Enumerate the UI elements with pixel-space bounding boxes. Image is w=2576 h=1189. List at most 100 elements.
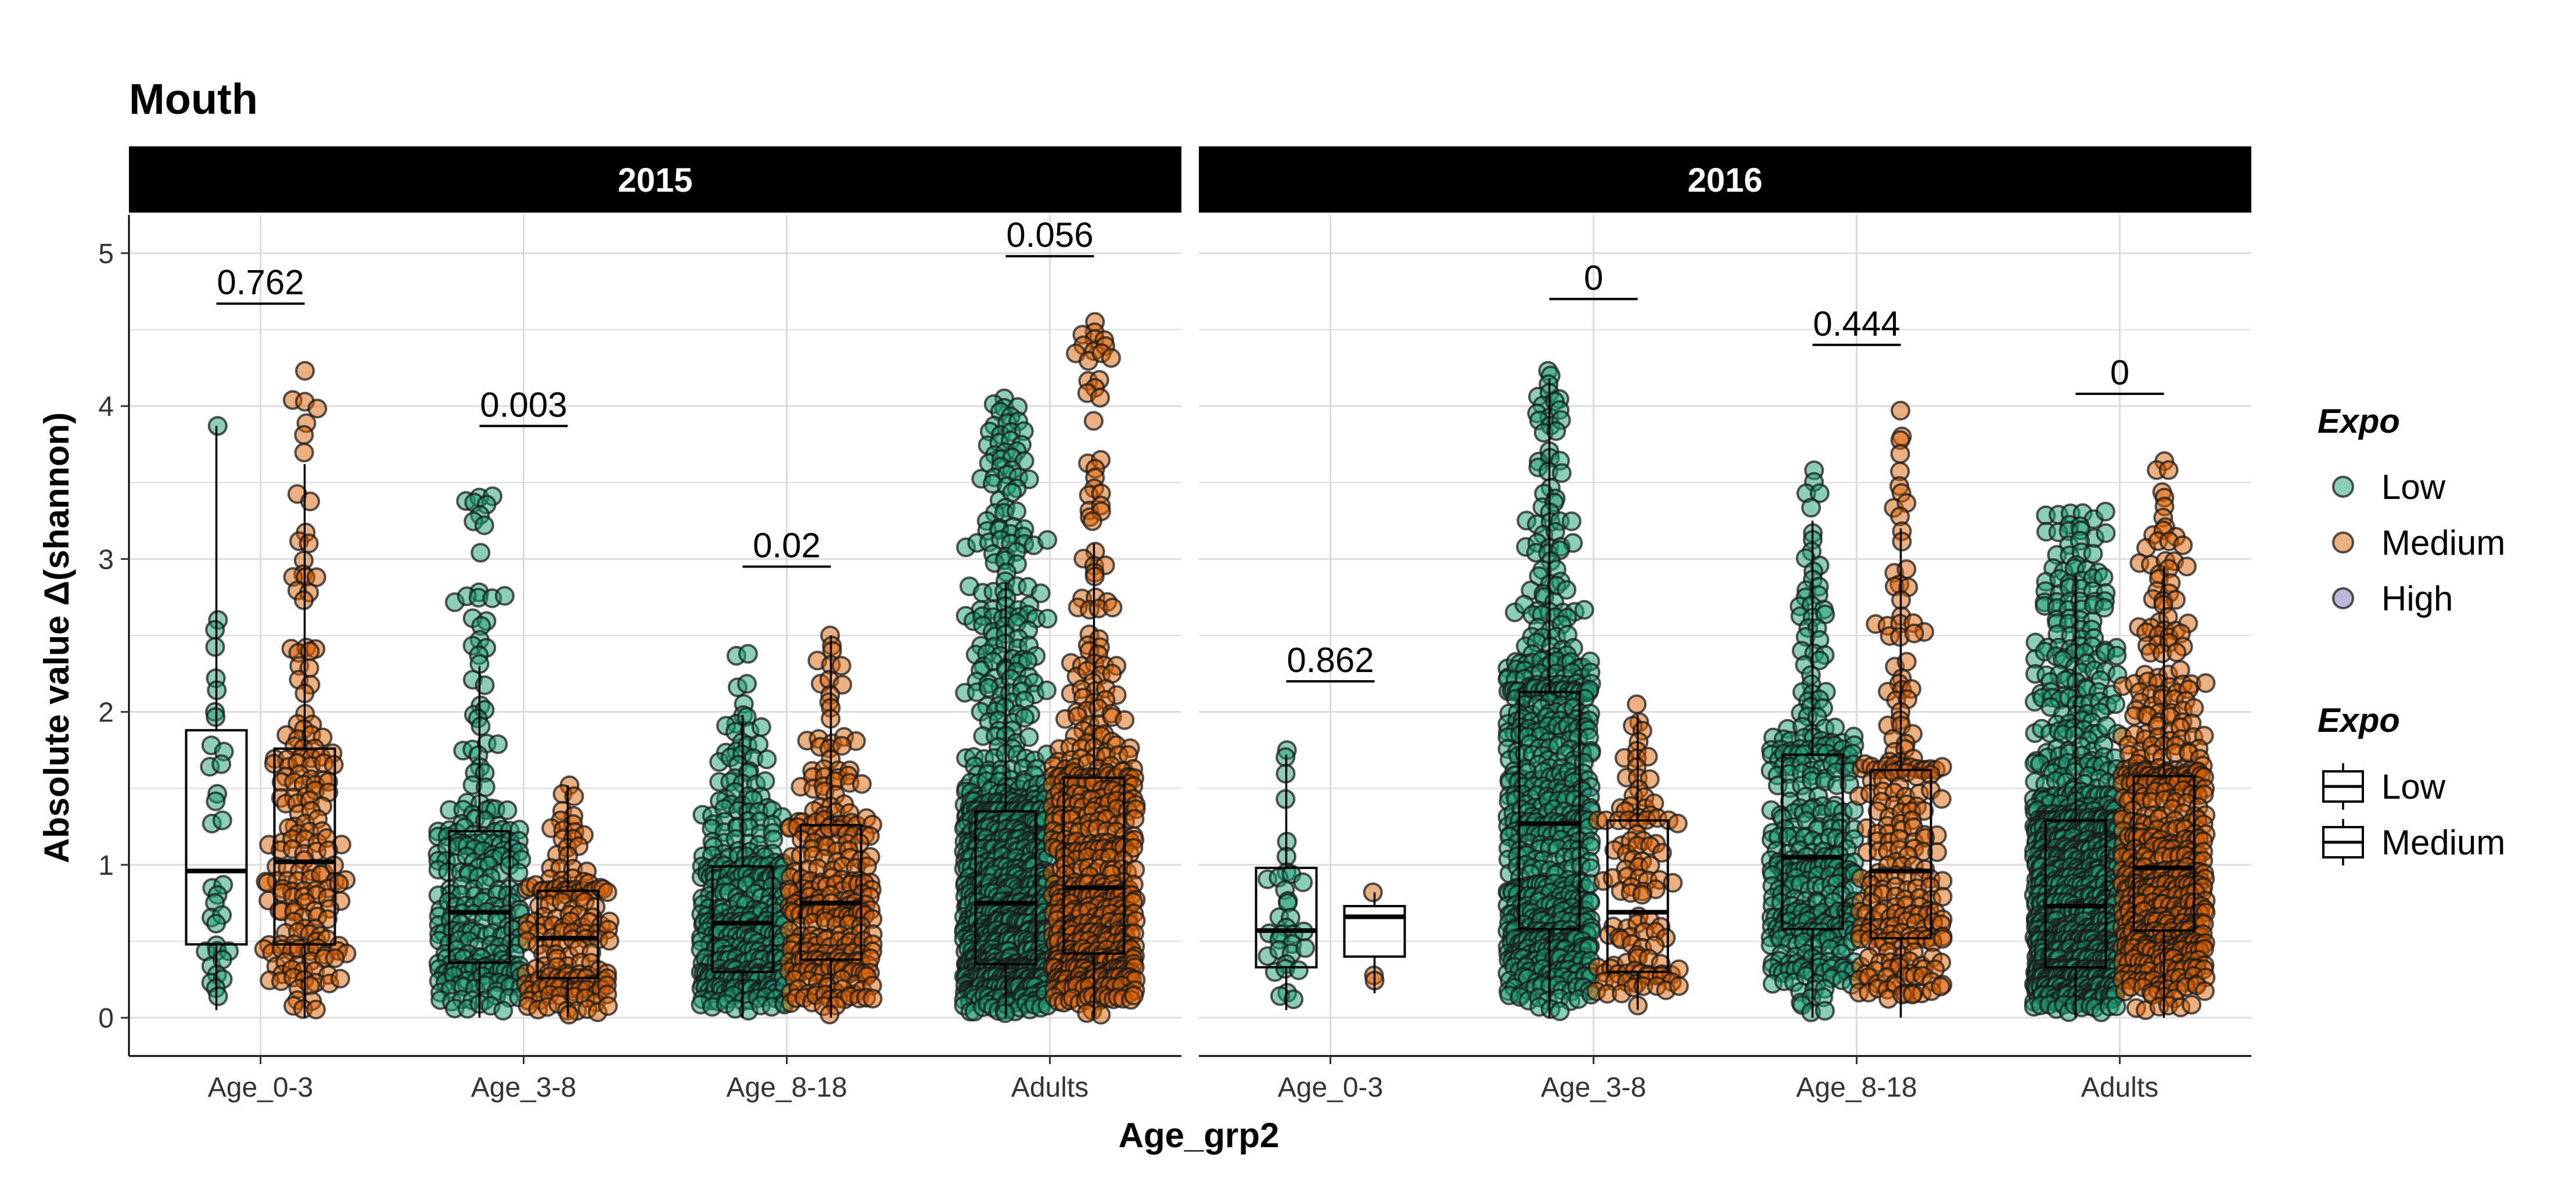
data-point	[497, 800, 518, 820]
data-point	[488, 734, 508, 755]
y-tick-label: 2	[98, 698, 114, 728]
data-point	[1574, 599, 1594, 620]
data-point	[738, 644, 758, 664]
data-point	[470, 543, 491, 563]
pvalue-label: 0.762	[217, 263, 304, 302]
group-Age_3-8-Medium	[516, 775, 620, 1025]
data-point	[820, 1004, 840, 1025]
data-point	[1930, 976, 1950, 997]
data-point	[1891, 401, 1910, 421]
x-tick-label: Adults	[2081, 1072, 2158, 1103]
data-point	[1037, 530, 1058, 550]
group-Age_0-3-Low	[185, 416, 248, 1011]
data-point	[212, 810, 232, 831]
x-tick-label: Adults	[1011, 1072, 1088, 1103]
data-point	[2107, 645, 2127, 666]
group-Age_0-3-Medium	[1343, 882, 1406, 994]
group-Adults-Low	[2024, 501, 2128, 1022]
pvalue-annotation: 0.762	[216, 263, 305, 305]
data-point	[863, 989, 883, 1009]
facet-strip-label: 2015	[617, 161, 692, 199]
data-point	[205, 637, 225, 657]
data-point	[325, 948, 345, 968]
y-tick-label: 0	[98, 1003, 114, 1034]
data-point	[307, 398, 328, 419]
data-point	[2095, 501, 2115, 522]
data-point	[294, 425, 314, 445]
data-point	[206, 914, 226, 933]
data-point	[1284, 989, 1304, 1010]
group-Age_8-18-Medium	[1849, 401, 1953, 1018]
x-tick-label: Age_0-3	[1278, 1072, 1383, 1103]
box	[273, 747, 336, 946]
boxplot	[448, 666, 511, 1018]
data-point	[1019, 727, 1039, 747]
group-Age_8-18-Medium	[779, 626, 883, 1025]
data-point	[494, 585, 515, 606]
x-tick-label: Age_3-8	[1541, 1072, 1646, 1103]
data-point	[306, 567, 326, 587]
group-Age_8-18-Low	[1761, 460, 1864, 1022]
data-point	[599, 931, 620, 951]
y-axis-title: Absolute value Δ(shannon)	[37, 412, 76, 864]
data-point	[329, 874, 349, 893]
data-point	[474, 515, 494, 536]
box	[185, 729, 248, 946]
data-point	[1892, 531, 1912, 552]
data-point	[1288, 960, 1309, 980]
pvalue-label: 0.02	[753, 526, 821, 565]
data-point	[1083, 411, 1104, 431]
data-point	[470, 716, 491, 737]
pvalue-label: 0.056	[1006, 215, 1093, 254]
data-point	[1037, 609, 1058, 629]
data-point	[597, 882, 617, 902]
data-point	[831, 656, 852, 676]
data-point	[1102, 597, 1123, 617]
y-tick-label: 5	[98, 239, 114, 270]
data-point	[306, 1000, 326, 1019]
box	[448, 829, 511, 964]
facet-strip-label: 2016	[1687, 161, 1762, 199]
data-point	[1801, 498, 1821, 518]
data-point	[1561, 511, 1582, 531]
group-Age_8-18-Low	[691, 644, 795, 1021]
data-point	[1124, 809, 1145, 829]
x-tick-label: Age_3-8	[471, 1072, 576, 1103]
data-point	[1890, 444, 1910, 464]
data-point	[1295, 938, 1316, 958]
data-point	[564, 786, 584, 806]
pvalue-annotation: 0.02	[742, 526, 831, 568]
data-point	[294, 443, 314, 463]
data-point	[1932, 929, 1953, 949]
data-point	[1632, 885, 1652, 905]
data-point	[2096, 523, 2116, 543]
data-point	[1101, 348, 1121, 368]
data-point	[737, 674, 757, 694]
box	[1343, 904, 1406, 958]
boxplot	[185, 426, 248, 1011]
facet-strip	[129, 146, 1181, 213]
box	[536, 889, 599, 979]
group-Adults-Medium	[1042, 312, 1146, 1025]
data-point	[300, 491, 320, 512]
data-point	[1550, 1001, 1570, 1021]
data-point	[1902, 985, 1923, 1005]
data-point	[1669, 976, 1689, 996]
data-point	[1626, 694, 1647, 714]
data-point	[330, 968, 350, 989]
data-point	[493, 1001, 513, 1021]
group-Age_0-3-Low	[1255, 740, 1318, 1011]
data-point	[295, 361, 315, 381]
data-point	[559, 1004, 579, 1025]
data-point	[1293, 872, 1313, 892]
data-point	[1551, 463, 1572, 483]
group-Age_3-8-Low	[1497, 361, 1601, 1021]
x-tick-label: Age_8-18	[1796, 1072, 1917, 1103]
data-point	[1082, 511, 1102, 531]
pvalue-annotation: 0.056	[1005, 215, 1094, 258]
boxplot	[1343, 892, 1406, 994]
pvalue-label: 0.003	[480, 385, 567, 424]
